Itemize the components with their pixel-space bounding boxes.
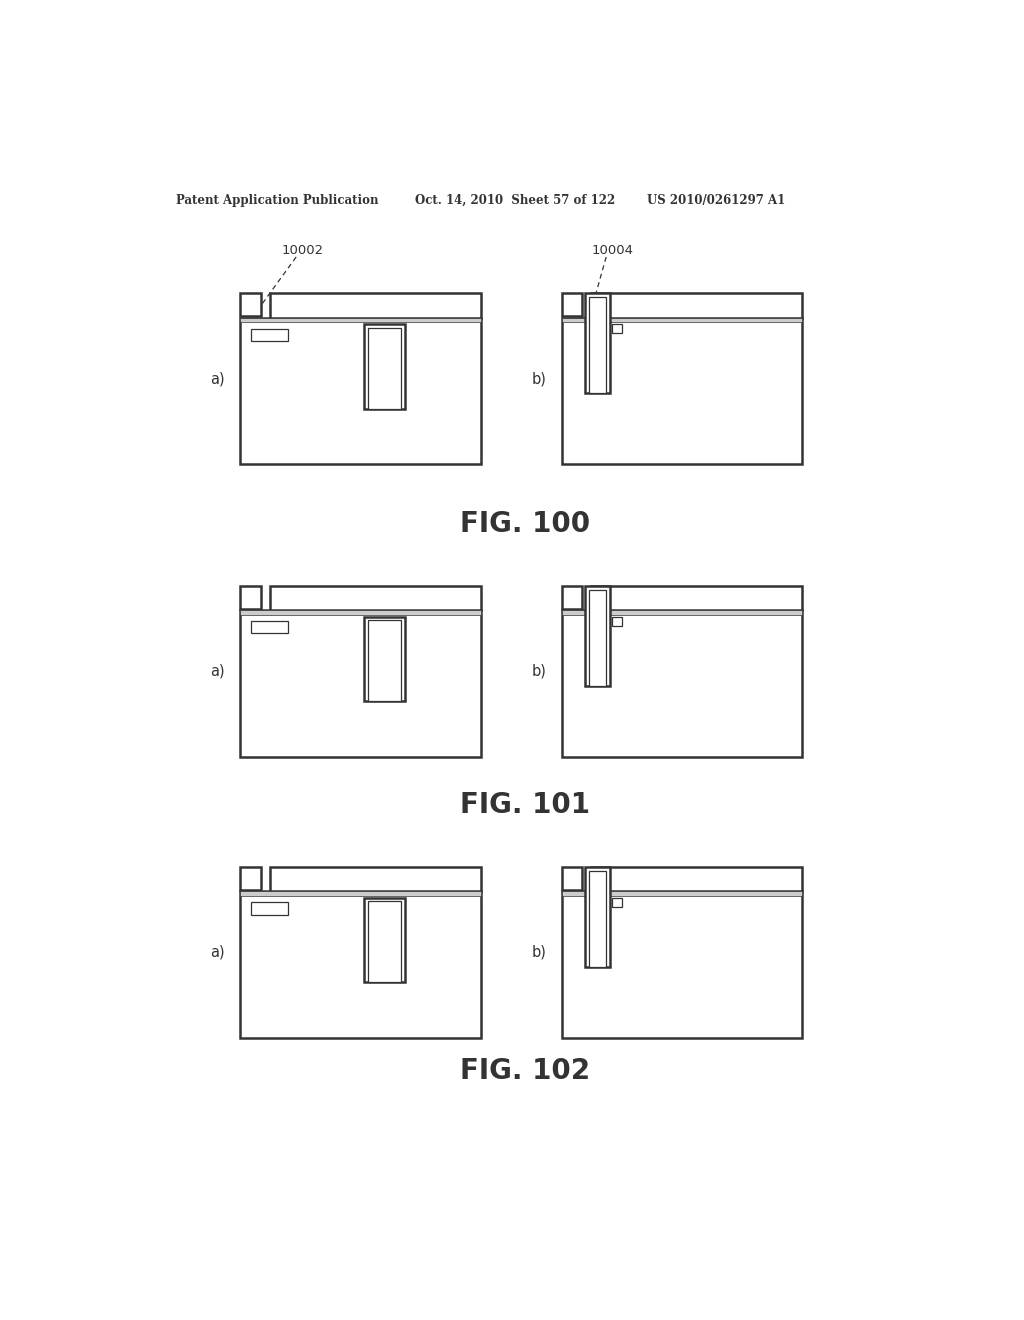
Bar — [592, 293, 802, 318]
Bar — [251, 903, 289, 915]
Text: 10004: 10004 — [592, 244, 634, 257]
Text: a): a) — [210, 371, 225, 387]
Text: 10002: 10002 — [282, 244, 324, 257]
Text: US 2010/0261297 A1: US 2010/0261297 A1 — [647, 194, 785, 207]
Bar — [241, 586, 260, 609]
Bar — [365, 616, 404, 701]
Bar — [592, 867, 802, 891]
Text: FIG. 101: FIG. 101 — [460, 791, 590, 820]
Bar — [562, 318, 802, 465]
Bar — [365, 323, 404, 409]
Bar — [611, 323, 623, 333]
Bar — [369, 902, 400, 982]
Bar — [586, 867, 610, 966]
Bar — [562, 318, 802, 322]
Text: Patent Application Publication: Patent Application Publication — [176, 194, 379, 207]
Bar — [562, 586, 583, 609]
Text: a): a) — [210, 945, 225, 960]
Bar — [589, 590, 606, 686]
Bar — [369, 620, 400, 701]
Bar — [589, 297, 606, 393]
Bar — [611, 616, 623, 626]
Bar — [241, 610, 480, 615]
Bar — [241, 891, 480, 896]
Text: a): a) — [210, 664, 225, 678]
Bar — [241, 318, 480, 465]
Bar — [586, 586, 610, 686]
Bar — [241, 891, 480, 1038]
Bar — [241, 867, 260, 890]
Bar — [562, 610, 802, 756]
Text: FIG. 102: FIG. 102 — [460, 1057, 590, 1085]
Text: FIG. 100: FIG. 100 — [460, 510, 590, 539]
Bar — [586, 293, 610, 393]
Bar — [251, 329, 289, 341]
Bar — [562, 610, 802, 615]
Bar — [270, 867, 480, 891]
Bar — [241, 610, 480, 756]
Bar — [589, 871, 606, 966]
Text: b): b) — [531, 664, 547, 678]
Text: Oct. 14, 2010  Sheet 57 of 122: Oct. 14, 2010 Sheet 57 of 122 — [415, 194, 615, 207]
Bar — [562, 891, 802, 896]
Bar — [241, 293, 260, 317]
Bar — [270, 586, 480, 610]
Bar — [369, 327, 400, 409]
Bar — [365, 898, 404, 982]
Bar — [241, 318, 480, 322]
Bar — [562, 867, 583, 890]
Bar — [251, 622, 289, 634]
Text: b): b) — [531, 945, 547, 960]
Text: b): b) — [531, 371, 547, 387]
Bar — [562, 293, 583, 317]
Bar — [562, 891, 802, 1038]
Bar — [611, 898, 623, 907]
Bar — [270, 293, 480, 318]
Bar — [592, 586, 802, 610]
